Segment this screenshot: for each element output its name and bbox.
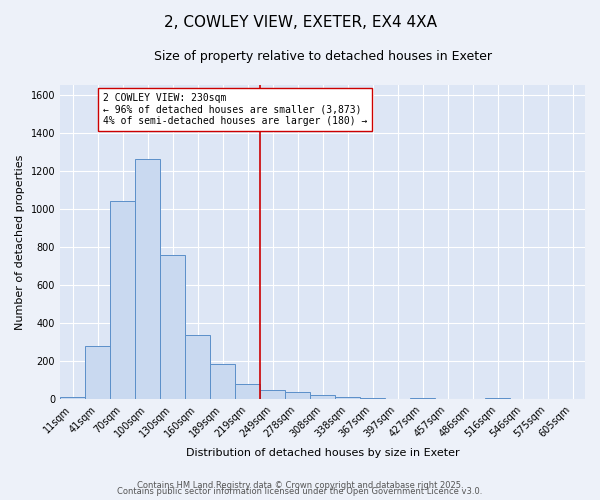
Text: 2 COWLEY VIEW: 230sqm
← 96% of detached houses are smaller (3,873)
4% of semi-de: 2 COWLEY VIEW: 230sqm ← 96% of detached … (103, 92, 367, 126)
Bar (310, 394, 335, 400)
Bar (185, 336, 210, 400)
Bar (485, 398, 510, 400)
Bar (110, 201, 135, 400)
Bar (235, 384, 260, 400)
Bar (360, 398, 385, 400)
Bar (160, 254, 185, 400)
Text: Contains HM Land Registry data © Crown copyright and database right 2025.: Contains HM Land Registry data © Crown c… (137, 481, 463, 490)
X-axis label: Distribution of detached houses by size in Exeter: Distribution of detached houses by size … (186, 448, 460, 458)
Y-axis label: Number of detached properties: Number of detached properties (15, 154, 25, 330)
Bar (335, 398, 360, 400)
Bar (60, 398, 85, 400)
Text: Contains public sector information licensed under the Open Government Licence v3: Contains public sector information licen… (118, 487, 482, 496)
Bar (135, 160, 160, 400)
Bar (210, 364, 235, 400)
Bar (285, 392, 310, 400)
Text: 2, COWLEY VIEW, EXETER, EX4 4XA: 2, COWLEY VIEW, EXETER, EX4 4XA (163, 15, 437, 30)
Bar (85, 346, 110, 400)
Bar (410, 398, 435, 400)
Bar (260, 390, 285, 400)
Title: Size of property relative to detached houses in Exeter: Size of property relative to detached ho… (154, 50, 491, 63)
